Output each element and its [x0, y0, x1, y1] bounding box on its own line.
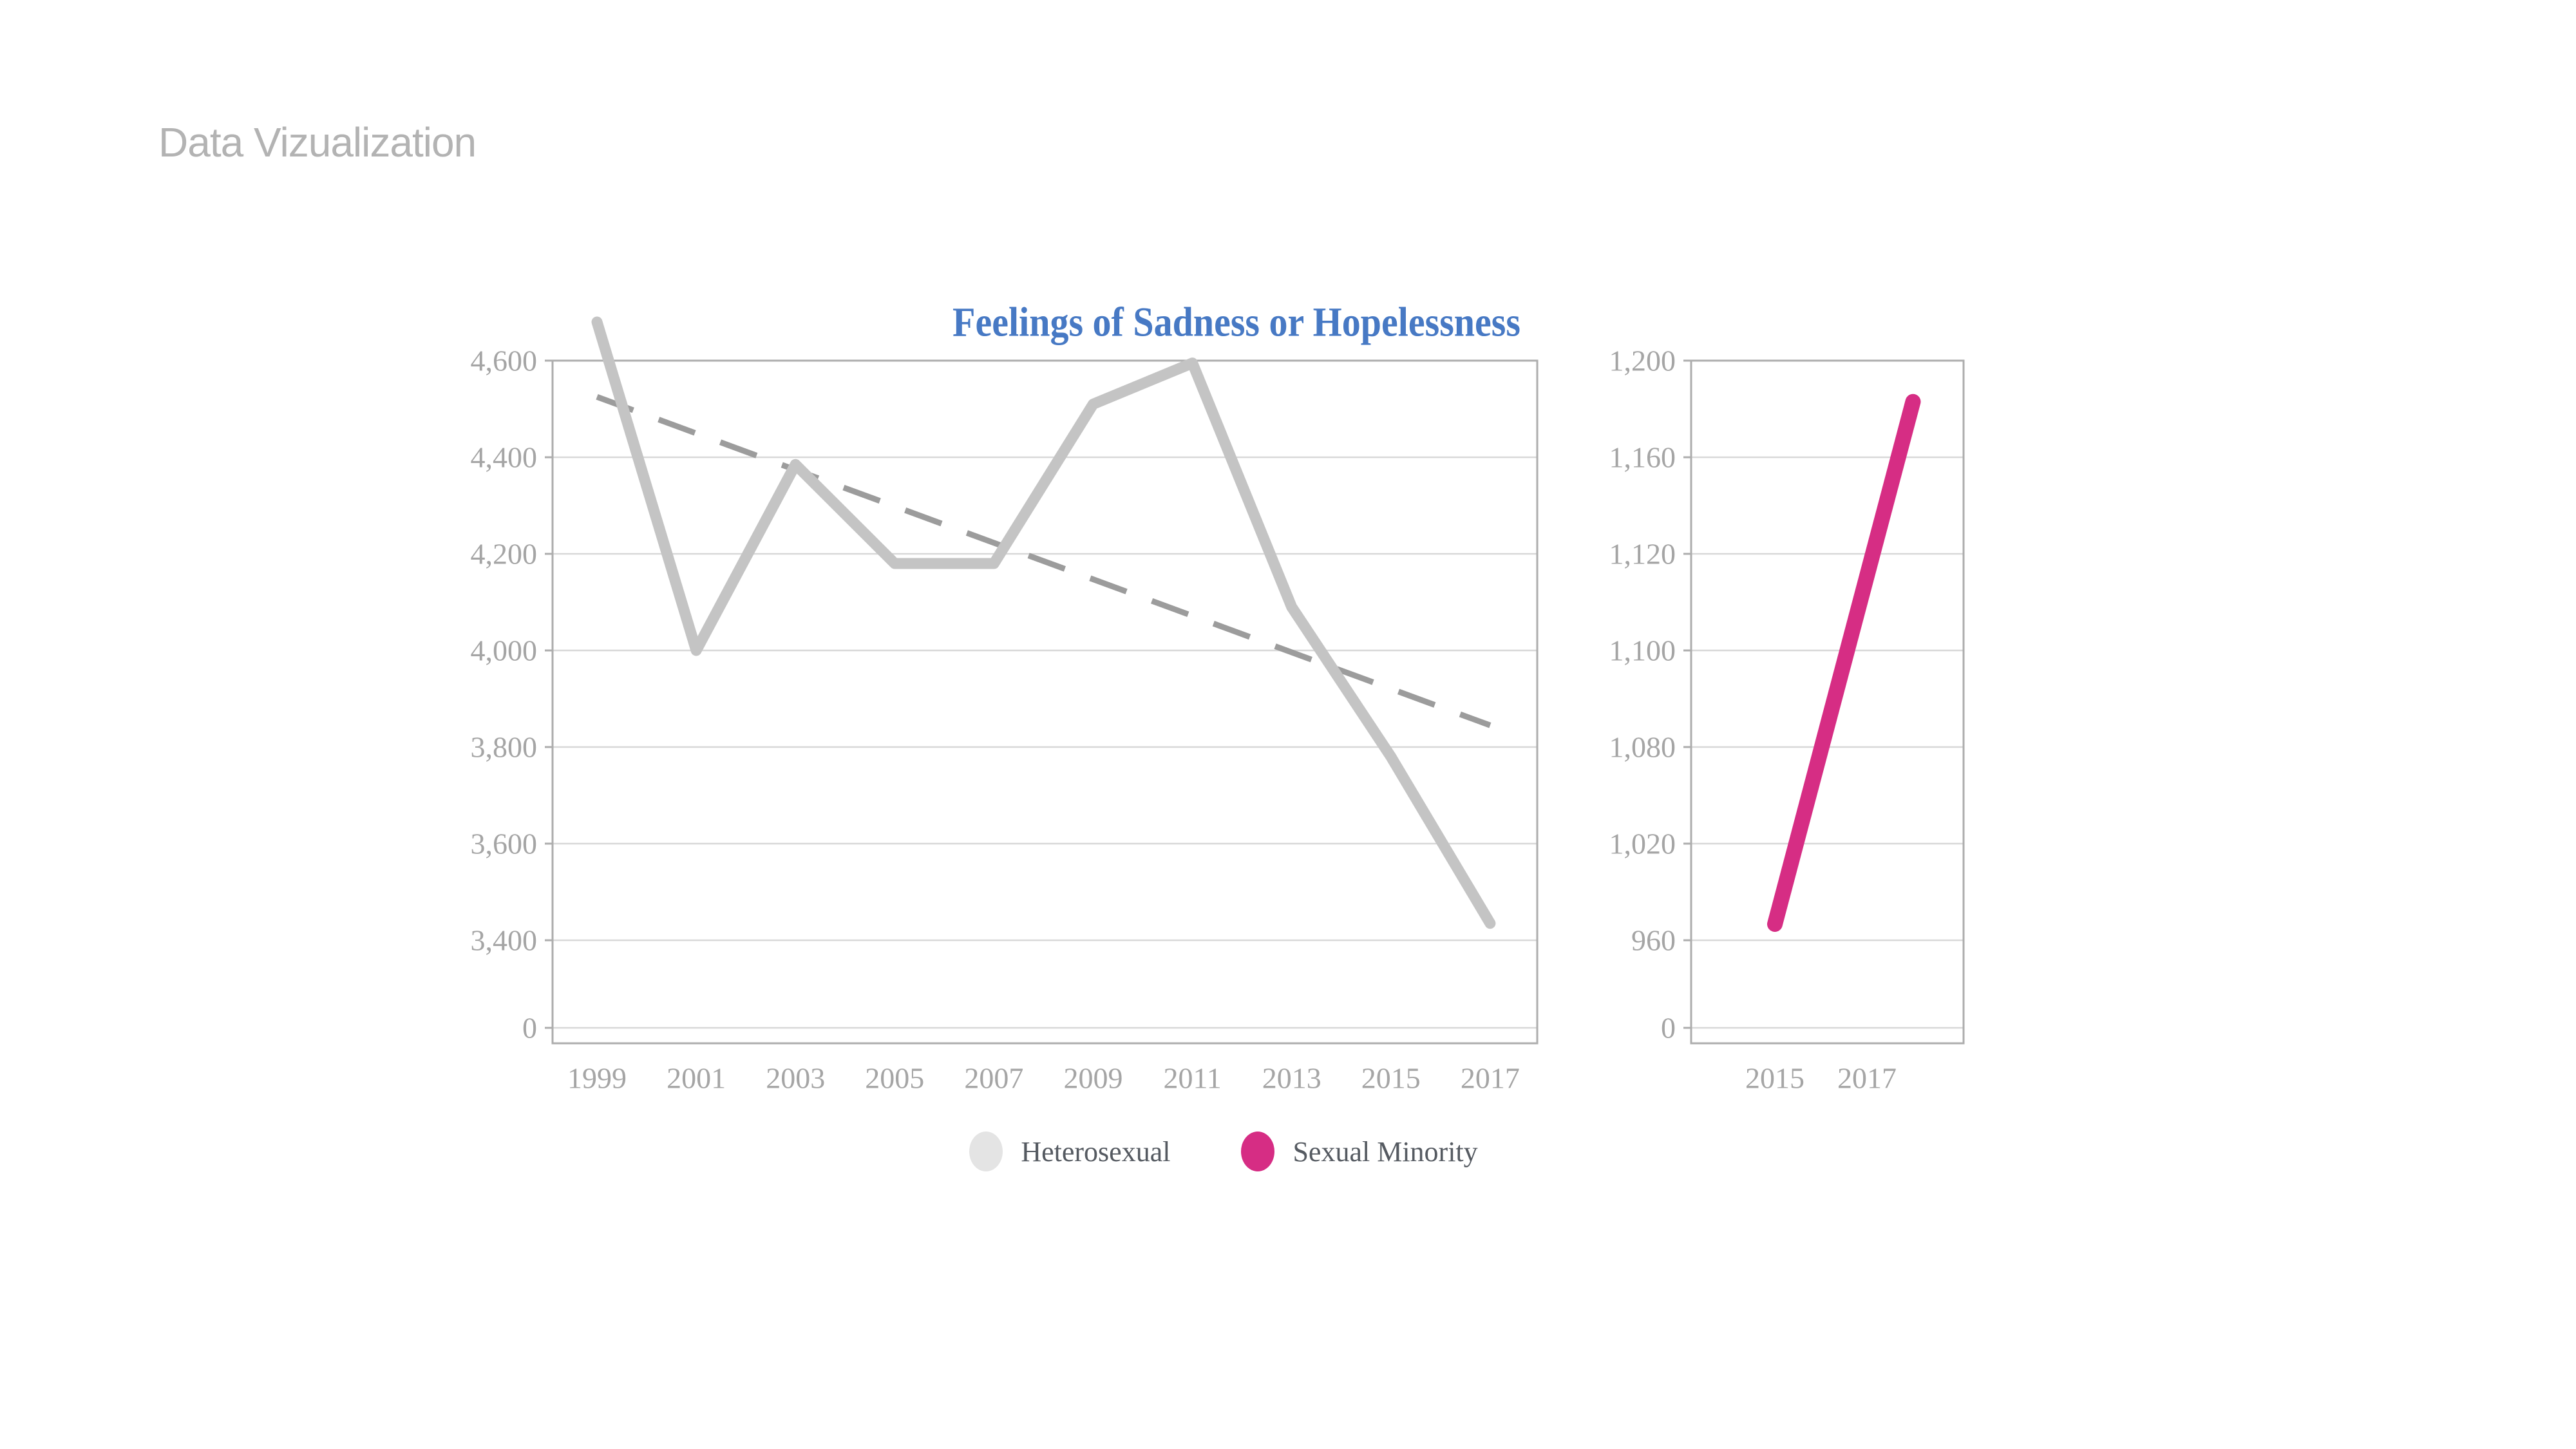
left-x-tick-label-2013: 2013 — [1262, 1062, 1321, 1095]
left-y-tick-label-4600: 4,600 — [471, 345, 538, 377]
page-header: Data Vizualization — [158, 119, 477, 166]
left-x-tick-label-2001: 2001 — [667, 1062, 726, 1095]
heterosexual-swatch — [969, 1132, 1003, 1171]
right-y-tick-label-1080: 1,080 — [1609, 731, 1676, 764]
legend-label-heterosexual: Heterosexual — [1021, 1135, 1171, 1168]
right-x-tick-label-2015: 2015 — [1745, 1062, 1804, 1095]
legend-label-sexual-minority: Sexual Minority — [1293, 1135, 1478, 1168]
right-y-tick-label-1200: 1,200 — [1609, 345, 1676, 377]
right-y-tick-label-1120: 1,120 — [1609, 538, 1676, 571]
right-plot-border — [1690, 359, 1965, 1045]
right-x-tick-label-2017: 2017 — [1837, 1062, 1897, 1095]
left-y-tick-label-3600: 3,600 — [471, 828, 538, 860]
sexual-minority-line — [1767, 393, 1921, 932]
left-x-tick-label-2009: 2009 — [1064, 1062, 1123, 1095]
right-y-tick-label-1020: 1,020 — [1609, 828, 1676, 860]
left-y-tick-label-3400: 3,400 — [471, 924, 538, 957]
left-x-tick-label-2007: 2007 — [964, 1062, 1023, 1095]
right-y-tick-label-0: 0 — [1661, 1012, 1676, 1045]
left-x-tick-label-2005: 2005 — [865, 1062, 924, 1095]
left-trend-line — [596, 394, 1492, 728]
left-x-tick-label-2015: 2015 — [1361, 1062, 1421, 1095]
left-y-tick-label-3800: 3,800 — [471, 731, 538, 764]
left-y-tick-label-4000: 4,000 — [471, 634, 538, 667]
legend-item-sexual-minority: Sexual Minority — [1241, 1132, 1478, 1171]
left-y-tick-label-4400: 4,400 — [471, 441, 538, 474]
heterosexual-line — [591, 316, 1496, 929]
left-x-tick-label-2011: 2011 — [1163, 1062, 1221, 1095]
right-y-tick-label-1100: 1,100 — [1609, 634, 1676, 667]
legend-item-heterosexual: Heterosexual — [969, 1132, 1170, 1171]
right-y-tick-label-960: 960 — [1631, 924, 1676, 957]
left-y-tick-label-4200: 4,200 — [471, 538, 538, 571]
left-x-tick-label-1999: 1999 — [567, 1062, 627, 1095]
chart-title: Feelings of Sadness or Hopelessness — [952, 298, 1520, 345]
left-y-tick-label-0: 0 — [522, 1012, 537, 1045]
chart-legend: Heterosexual Sexual Minority — [580, 1126, 1868, 1177]
left-plot-border — [551, 359, 1539, 1045]
left-x-tick-label-2003: 2003 — [766, 1062, 825, 1095]
right-y-tick-label-1160: 1,160 — [1609, 441, 1676, 474]
sexual-minority-swatch — [1241, 1132, 1275, 1171]
left-x-tick-label-2017: 2017 — [1461, 1062, 1520, 1095]
